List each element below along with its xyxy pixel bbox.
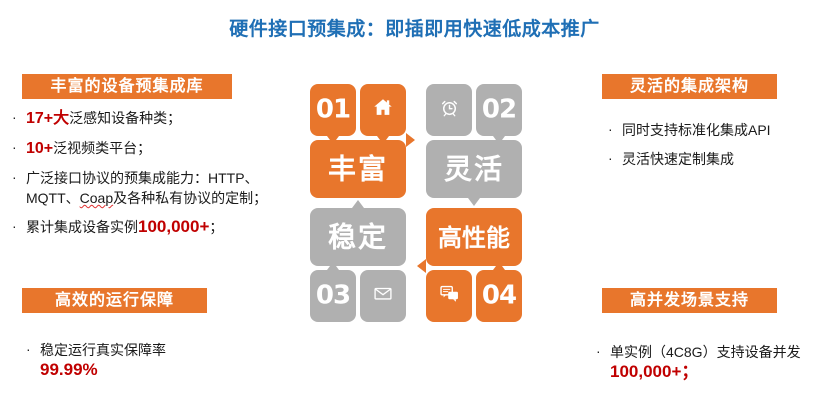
- quadrant-04-label: 高性能: [438, 225, 510, 253]
- highlight-value: 100,000+: [138, 217, 210, 236]
- bubble-tail-right: [406, 133, 415, 147]
- bubble-tail-up: [352, 200, 364, 208]
- section-header-high-concurrency: 高并发场景支持: [602, 288, 777, 313]
- section-header-efficient-operation: 高效的运行保障: [22, 288, 207, 313]
- quadrant-02-label-tile[interactable]: 灵活: [426, 140, 522, 206]
- highlight-value: 100,000+；: [610, 362, 699, 381]
- list-item-tail: ；: [209, 219, 224, 235]
- list-item: · 累计集成设备实例100,000+；: [12, 217, 282, 237]
- bullet-list-efficient-operation: · 稳定运行真实保障率 99.99%: [26, 340, 276, 389]
- quadrant-02-number: 02: [481, 94, 517, 125]
- quadrant-04-number: 04: [481, 280, 517, 311]
- bubble-tail-down: [468, 198, 480, 206]
- list-item-tail: 泛感知设备种类；: [69, 110, 182, 126]
- quadrant-02-icon-tile[interactable]: [426, 84, 472, 136]
- bullet-marker: ·: [12, 169, 17, 185]
- quadrant-01-number-tile[interactable]: 01: [310, 84, 356, 144]
- list-item: · 稳定运行真实保障率 99.99%: [26, 340, 276, 380]
- list-item-text: 广泛接口协议的预集成能力：HTTP、MQTT、Coap及各种私有协议的定制；: [26, 168, 282, 208]
- bullet-marker: ·: [12, 139, 17, 155]
- bullet-marker: ·: [596, 343, 601, 359]
- bullet-marker: ·: [26, 341, 31, 357]
- list-item-lead: 累计集成设备实例: [26, 219, 138, 235]
- quadrant-01-label-tile[interactable]: 丰富: [310, 133, 415, 198]
- bullet-list-high-concurrency: · 单实例（4C8G）支持设备并发 100,000+；: [596, 342, 828, 391]
- misspelled-word: Coap: [79, 190, 114, 206]
- bubble-tail-left: [417, 259, 426, 273]
- chat-bubble-icon: [426, 284, 472, 308]
- list-item-lead: 单实例（4C8G）支持设备并发: [610, 344, 801, 360]
- list-item: · 广泛接口协议的预集成能力：HTTP、MQTT、Coap及各种私有协议的定制；: [12, 168, 282, 208]
- quadrant-01-number: 01: [315, 94, 351, 125]
- bubble-tail: [493, 262, 505, 270]
- section-header-rich-device-library: 丰富的设备预集成库: [22, 74, 232, 99]
- quadrant-03-label: 稳定: [327, 221, 388, 253]
- bullet-list-flexible-architecture: · 同时支持标准化集成API · 灵活快速定制集成: [608, 120, 823, 178]
- quadrant-01-icon-tile[interactable]: [360, 84, 406, 144]
- list-item-text: 17+大泛感知设备种类；: [26, 108, 282, 129]
- list-item-text: 灵活快速定制集成: [622, 151, 734, 167]
- alarm-clock-icon: [426, 97, 472, 123]
- list-item-lead: 稳定运行真实保障率: [40, 342, 166, 358]
- page-title: 硬件接口预集成：即插即用快速低成本推广: [229, 19, 600, 40]
- highlight-value: 99.99%: [40, 360, 98, 379]
- quadrant-03-icon-tile[interactable]: [360, 270, 406, 322]
- list-item: · 10+泛视频类平台；: [12, 138, 282, 159]
- quadrant-04-label-tile[interactable]: 高性能: [417, 208, 522, 273]
- quadrant-02-number-tile[interactable]: 02: [476, 84, 522, 144]
- quadrant-03-number-tile[interactable]: 03: [310, 262, 356, 322]
- list-item-text: 稳定运行真实保障率 99.99%: [40, 340, 276, 380]
- list-item-text: 累计集成设备实例100,000+；: [26, 217, 282, 237]
- list-item: · 17+大泛感知设备种类；: [12, 108, 282, 129]
- four-quadrant-diagram: 01 丰富 02 灵活: [296, 80, 546, 325]
- list-item: · 灵活快速定制集成: [608, 149, 823, 169]
- list-item-text: 单实例（4C8G）支持设备并发 100,000+；: [610, 342, 828, 382]
- highlight-value: 10+: [26, 140, 54, 157]
- bullet-marker: ·: [608, 121, 613, 137]
- highlight-value: 17+大: [26, 110, 70, 127]
- home-icon: [360, 97, 406, 124]
- quadrant-03-label-tile[interactable]: 稳定: [310, 200, 406, 266]
- list-item: · 同时支持标准化集成API: [608, 120, 823, 140]
- quadrant-04-icon-tile[interactable]: [426, 270, 472, 322]
- bullet-marker: ·: [608, 150, 613, 166]
- section-header-flexible-architecture: 灵活的集成架构: [602, 74, 777, 99]
- quadrant-03-number: 03: [315, 280, 351, 311]
- bullet-marker: ·: [12, 109, 17, 125]
- list-item-tail: 及各种私有协议的定制；: [113, 190, 268, 206]
- quadrant-04-number-tile[interactable]: 04: [476, 262, 522, 322]
- bubble-tail: [327, 262, 339, 270]
- list-item-text: 10+泛视频类平台；: [26, 138, 282, 159]
- bullet-list-rich-device-library: · 17+大泛感知设备种类； · 10+泛视频类平台； · 广泛接口协议的预集成…: [12, 108, 282, 246]
- quadrant-01-label: 丰富: [327, 153, 388, 185]
- list-item-lead: 广泛接口协议的预集成能力：HTTP、MQTT、: [26, 170, 259, 206]
- envelope-icon: [360, 284, 406, 309]
- list-item-text: 同时支持标准化集成API: [622, 122, 771, 138]
- quadrant-02-label: 灵活: [443, 153, 504, 185]
- bullet-marker: ·: [12, 218, 17, 234]
- list-item: · 单实例（4C8G）支持设备并发 100,000+；: [596, 342, 828, 382]
- list-item-tail: 泛视频类平台；: [53, 140, 152, 156]
